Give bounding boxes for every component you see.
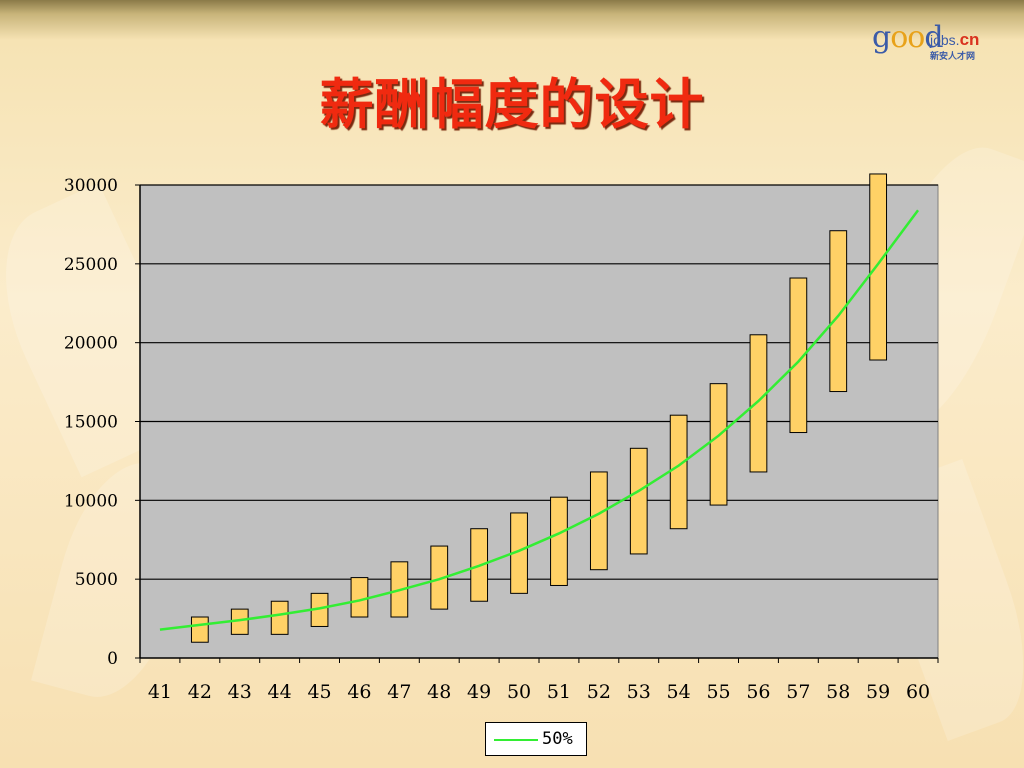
- x-tick-label: 53: [627, 681, 651, 703]
- x-tick-label: 45: [307, 681, 331, 703]
- x-tick-label: 57: [786, 681, 810, 703]
- y-tick-label: 25000: [64, 255, 118, 275]
- x-tick-label: 59: [866, 681, 890, 703]
- x-tick-label: 60: [906, 681, 930, 703]
- y-tick-label: 10000: [64, 491, 118, 511]
- y-tick-label: 30000: [64, 176, 118, 196]
- page-title: 薪酬幅度的设计: [319, 73, 705, 136]
- range-bar: [869, 173, 888, 361]
- y-tick-label: 0: [107, 649, 118, 669]
- range-bar: [629, 447, 648, 555]
- range-bar: [350, 577, 369, 618]
- range-bar: [270, 600, 289, 635]
- y-tick-label: 5000: [75, 570, 118, 590]
- x-tick-label: 46: [347, 681, 371, 703]
- series-line-50: [159, 209, 920, 631]
- range-bar: [709, 383, 728, 506]
- x-tick-label: 56: [746, 681, 770, 703]
- x-tick-label: 48: [427, 681, 451, 703]
- y-tick-label: 20000: [64, 334, 118, 354]
- range-bar: [789, 277, 808, 434]
- x-tick-label: 42: [188, 681, 212, 703]
- x-tick-label: 43: [228, 681, 252, 703]
- x-tick-label: 41: [148, 681, 172, 703]
- x-tick-label: 44: [268, 681, 292, 703]
- range-bar: [589, 471, 608, 571]
- x-tick-label: 58: [826, 681, 850, 703]
- x-tick-label: 51: [547, 681, 571, 703]
- chart-legend: 50%: [485, 722, 587, 756]
- y-tick-label: 15000: [64, 413, 118, 433]
- legend-label: 50%: [542, 729, 573, 749]
- range-bar: [550, 496, 568, 586]
- x-tick-label: 50: [507, 681, 531, 703]
- goodjobs-logo: good jobs.cn 新安人才网: [872, 20, 980, 62]
- range-bar: [190, 616, 209, 643]
- x-tick-label: 47: [387, 681, 411, 703]
- range-bar: [749, 334, 768, 473]
- legend-line-swatch: [494, 739, 538, 741]
- x-tick-label: 49: [467, 681, 491, 703]
- x-tick-label: 54: [667, 681, 691, 703]
- range-bar: [669, 414, 688, 530]
- x-tick-label: 55: [706, 681, 730, 703]
- x-tick-label: 52: [587, 681, 611, 703]
- range-bar: [829, 230, 848, 393]
